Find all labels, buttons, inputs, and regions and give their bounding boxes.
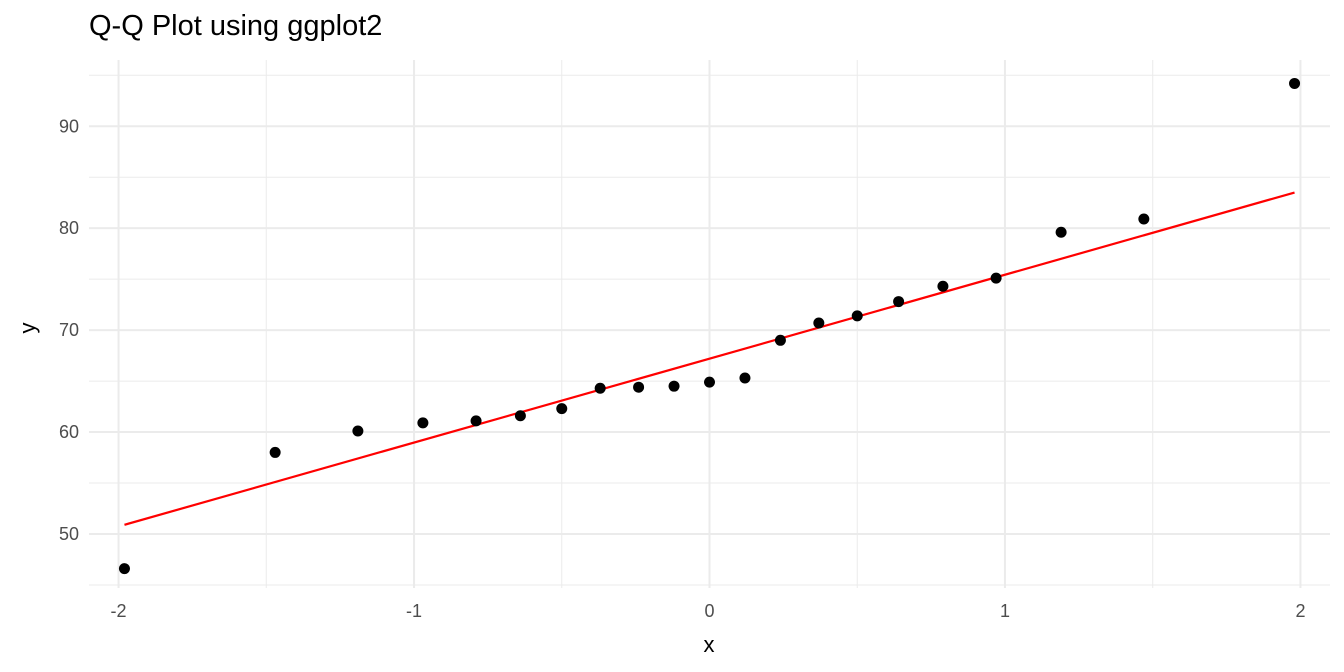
- x-axis-tick-labels: -2 -1 0 1 2: [111, 601, 1306, 621]
- data-point: [269, 446, 281, 458]
- data-point: [1138, 213, 1150, 225]
- qq-reference-line: [124, 191, 1295, 526]
- data-point: [417, 417, 429, 429]
- data-point: [937, 280, 949, 292]
- y-tick-label: 80: [59, 218, 79, 238]
- data-point: [813, 317, 825, 329]
- data-point: [1055, 226, 1067, 238]
- x-tick-label: 0: [704, 601, 714, 621]
- data-point: [514, 410, 526, 422]
- y-tick-label: 70: [59, 320, 79, 340]
- data-point: [990, 272, 1002, 284]
- chart-title: Q-Q Plot using ggplot2: [89, 10, 383, 42]
- x-tick-label: -1: [406, 601, 422, 621]
- data-point: [556, 403, 568, 415]
- x-axis-title: x: [704, 632, 715, 657]
- x-tick-label: 1: [1000, 601, 1010, 621]
- x-tick-label: 2: [1295, 601, 1305, 621]
- data-point: [352, 425, 364, 437]
- reference-line-group: [124, 191, 1295, 526]
- data-point: [594, 382, 606, 394]
- data-point: [774, 334, 786, 346]
- y-axis-title: y: [15, 323, 40, 334]
- data-point: [633, 381, 645, 393]
- data-point: [851, 310, 863, 322]
- y-tick-label: 90: [59, 116, 79, 136]
- data-point: [704, 376, 715, 388]
- data-point: [1289, 77, 1301, 89]
- y-tick-label: 60: [59, 422, 79, 442]
- data-point: [739, 372, 751, 384]
- data-point: [668, 380, 680, 392]
- x-tick-label: -2: [111, 601, 127, 621]
- y-axis-tick-labels: 50 60 70 80 90: [59, 116, 79, 544]
- data-point: [893, 296, 905, 308]
- data-point: [470, 415, 482, 427]
- major-gridlines: [89, 60, 1330, 588]
- data-point: [118, 563, 130, 575]
- y-tick-label: 50: [59, 524, 79, 544]
- data-points: [118, 77, 1301, 575]
